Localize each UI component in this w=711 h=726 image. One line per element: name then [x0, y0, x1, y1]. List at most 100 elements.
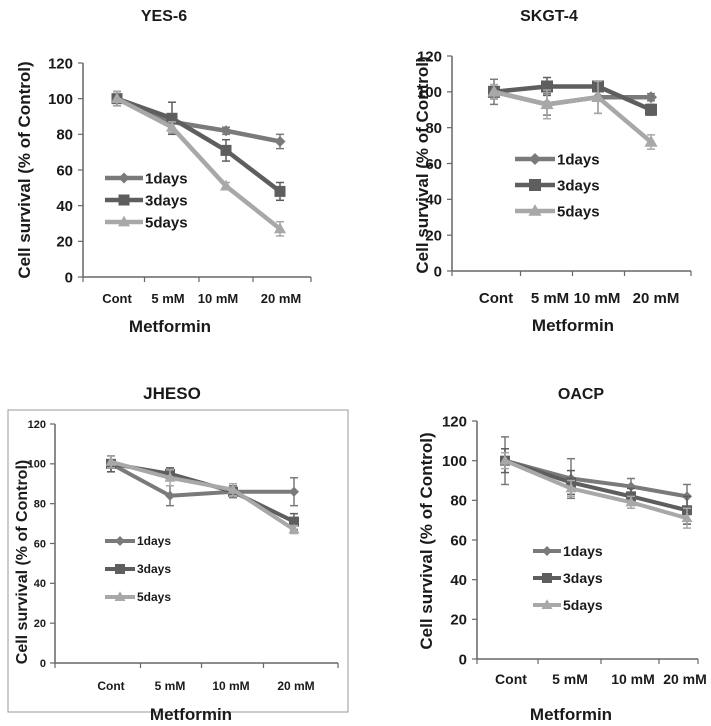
- series-line: [110, 462, 294, 498]
- y-tick-label: 20: [34, 618, 46, 630]
- chart-panel-4: OACP 0 20 40 60 80 100 120 Cont 5 mM 10 mM 20 mM Met…: [417, 386, 707, 724]
- series-line: [116, 96, 282, 194]
- y-tick-label: 100: [442, 453, 467, 470]
- y-tick-label: 80: [450, 493, 467, 510]
- x-tick-label: 20 mM: [633, 290, 680, 307]
- legend-label: 3days: [137, 562, 171, 576]
- data-point: [165, 120, 179, 132]
- x-tick-label: 10 mM: [212, 679, 249, 693]
- chart-panel-2: SKGT-4 0 20 40 60 80 100 120 Cont 5 mM 10 mM 20 mM M…: [413, 8, 692, 335]
- legend-marker: [542, 546, 552, 556]
- legend-label: 5days: [137, 590, 171, 604]
- x-tick-label: 20 mM: [261, 291, 301, 306]
- series-5days: [487, 80, 658, 150]
- series-line: [493, 89, 653, 144]
- data-point: [565, 482, 577, 493]
- data-point: [289, 486, 299, 497]
- y-tick-label: 20: [425, 227, 442, 244]
- legend-marker: [115, 536, 125, 546]
- y-tick-label: 40: [425, 192, 442, 209]
- data-point: [645, 91, 657, 104]
- legend-marker: [114, 591, 126, 601]
- data-point: [289, 516, 299, 527]
- x-tick-label: 20 mM: [663, 671, 707, 687]
- x-tick-label: Cont: [495, 671, 527, 687]
- chart-panel-1: YES-6 0 20 40 60 80 100 120 Cont 5 mM 10 mM 20 mM Me…: [15, 8, 312, 336]
- x-axis-label: Metformin: [129, 317, 211, 336]
- y-tick-label: 0: [459, 651, 467, 668]
- legend-marker: [118, 172, 130, 184]
- chart-title: OACP: [558, 386, 605, 403]
- y-tick-label: 80: [425, 120, 442, 137]
- series-5days: [110, 90, 287, 237]
- legend-label: 1days: [145, 170, 188, 187]
- data-point: [288, 523, 300, 534]
- y-tick-label: 80: [56, 127, 73, 144]
- legend-marker: [528, 204, 542, 216]
- legend-label: 1days: [137, 534, 171, 548]
- legend-label: 1days: [563, 543, 603, 559]
- data-point: [220, 125, 232, 137]
- x-tick-label: Cont: [102, 291, 132, 306]
- y-tick-label: 100: [417, 84, 442, 101]
- y-axis-label: Cell survival (% of Control): [417, 432, 436, 649]
- y-tick-label: 100: [48, 91, 73, 108]
- x-tick-label: 10 mM: [611, 671, 655, 687]
- x-tick-label: 20 mM: [277, 679, 314, 693]
- legend-marker: [117, 215, 131, 227]
- x-tick-label: 5 mM: [151, 291, 184, 306]
- data-point: [274, 185, 286, 197]
- data-point: [681, 512, 693, 523]
- series-1days: [106, 455, 299, 507]
- data-point: [591, 90, 605, 103]
- y-tick-label: 120: [417, 48, 442, 65]
- data-point: [540, 97, 554, 110]
- x-tick-label: 10 mM: [574, 290, 621, 307]
- legend-label: 5days: [563, 597, 603, 613]
- x-tick-label: 10 mM: [198, 291, 238, 306]
- y-tick-label: 60: [34, 538, 46, 550]
- legend-marker: [118, 194, 130, 206]
- data-point: [274, 135, 286, 147]
- legend-label: 5days: [557, 203, 600, 220]
- x-axis-label: Metformin: [532, 316, 614, 335]
- y-tick-label: 60: [450, 532, 467, 549]
- y-tick-label: 60: [425, 156, 442, 173]
- x-tick-label: Cont: [97, 679, 124, 693]
- y-tick-label: 40: [34, 578, 46, 590]
- legend-marker: [529, 179, 541, 191]
- x-axis-label: Metformin: [150, 705, 232, 724]
- series-1days: [111, 90, 286, 150]
- legend-marker: [542, 573, 552, 583]
- data-point: [219, 179, 233, 191]
- legend-marker: [115, 564, 125, 574]
- x-tick-label: Cont: [479, 290, 513, 307]
- series-5days: [499, 451, 693, 529]
- chart-title: YES-6: [141, 8, 187, 25]
- series-line: [115, 96, 282, 231]
- data-point: [227, 483, 239, 494]
- y-tick-label: 40: [450, 572, 467, 589]
- legend-marker: [529, 153, 541, 165]
- y-tick-label: 120: [48, 55, 73, 72]
- series-line: [504, 458, 688, 521]
- y-tick-label: 0: [40, 658, 46, 670]
- y-axis-label: Cell survival (% of Control): [413, 56, 432, 273]
- series-line: [504, 458, 688, 513]
- y-tick-label: 120: [28, 419, 46, 431]
- data-point: [273, 222, 287, 234]
- chart-panel-3: JHESO 0 20 40 60 80 100 120 Cont 5 mM 10 mM 20 mM Me…: [7, 384, 349, 724]
- series-line: [504, 458, 688, 499]
- legend-label: 5days: [145, 214, 188, 231]
- y-axis-label: Cell survival (% of Control): [15, 61, 34, 278]
- x-axis-label: Metformin: [530, 705, 612, 724]
- data-point: [487, 84, 501, 97]
- data-point: [166, 112, 178, 124]
- x-tick-label: 5 mM: [552, 671, 588, 687]
- y-tick-label: 120: [442, 413, 467, 430]
- legend-label: 1days: [557, 151, 600, 168]
- data-point: [165, 490, 175, 501]
- series-5days: [105, 455, 300, 535]
- legend-label: 3days: [563, 570, 603, 586]
